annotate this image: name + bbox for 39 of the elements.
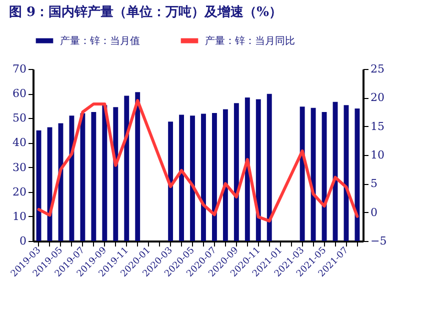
y2-tick-label: 25 [370, 62, 384, 76]
bar [322, 112, 327, 241]
legend-label: 产量：锌：当月值 [60, 34, 140, 47]
y-tick-label: 50 [12, 112, 26, 125]
bar [91, 112, 96, 241]
bar [212, 112, 217, 241]
bar [300, 106, 305, 241]
bar [201, 114, 206, 241]
bar [179, 114, 184, 241]
y-tick-label: 0 [20, 234, 26, 248]
bar [113, 107, 118, 241]
bar [190, 116, 195, 241]
y2-tick-label: 20 [370, 91, 384, 104]
line-series [37, 99, 359, 222]
y2-tick-label: 5 [370, 177, 378, 190]
bar [234, 103, 239, 241]
y-tick-label: 30 [12, 160, 26, 174]
chart-title: 图 9：国内锌产量（单位：万吨）及增速（%） [8, 4, 282, 20]
legend-label: 产量：锌：当月同比 [205, 34, 295, 47]
y2-tick-label: 15 [370, 120, 384, 133]
y-tick-label: 60 [12, 87, 26, 100]
y2-tick-label: 10 [370, 148, 384, 162]
y-tick-label: 70 [12, 62, 26, 76]
bar [102, 105, 108, 241]
y-tick-label: 10 [12, 210, 26, 223]
bar [124, 96, 130, 241]
bar [168, 122, 174, 241]
bar [80, 113, 86, 241]
bar [244, 98, 250, 241]
bar [222, 109, 228, 241]
bar [256, 99, 261, 241]
y2-tick-label: 0 [370, 206, 378, 219]
bar [69, 116, 74, 241]
y-tick-label: 20 [12, 185, 26, 198]
y2-tick-label: −5 [370, 234, 387, 248]
bar [266, 94, 272, 241]
bar [310, 108, 316, 241]
bar [135, 92, 140, 241]
y-tick-label: 40 [12, 136, 26, 150]
